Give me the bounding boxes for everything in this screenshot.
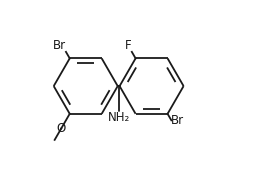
- Text: F: F: [125, 39, 132, 52]
- Text: NH₂: NH₂: [108, 112, 130, 125]
- Text: Br: Br: [171, 114, 184, 127]
- Text: O: O: [57, 122, 66, 135]
- Text: Br: Br: [53, 39, 66, 52]
